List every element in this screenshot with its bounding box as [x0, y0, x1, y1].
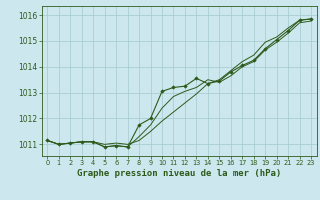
X-axis label: Graphe pression niveau de la mer (hPa): Graphe pression niveau de la mer (hPa) — [77, 169, 281, 178]
